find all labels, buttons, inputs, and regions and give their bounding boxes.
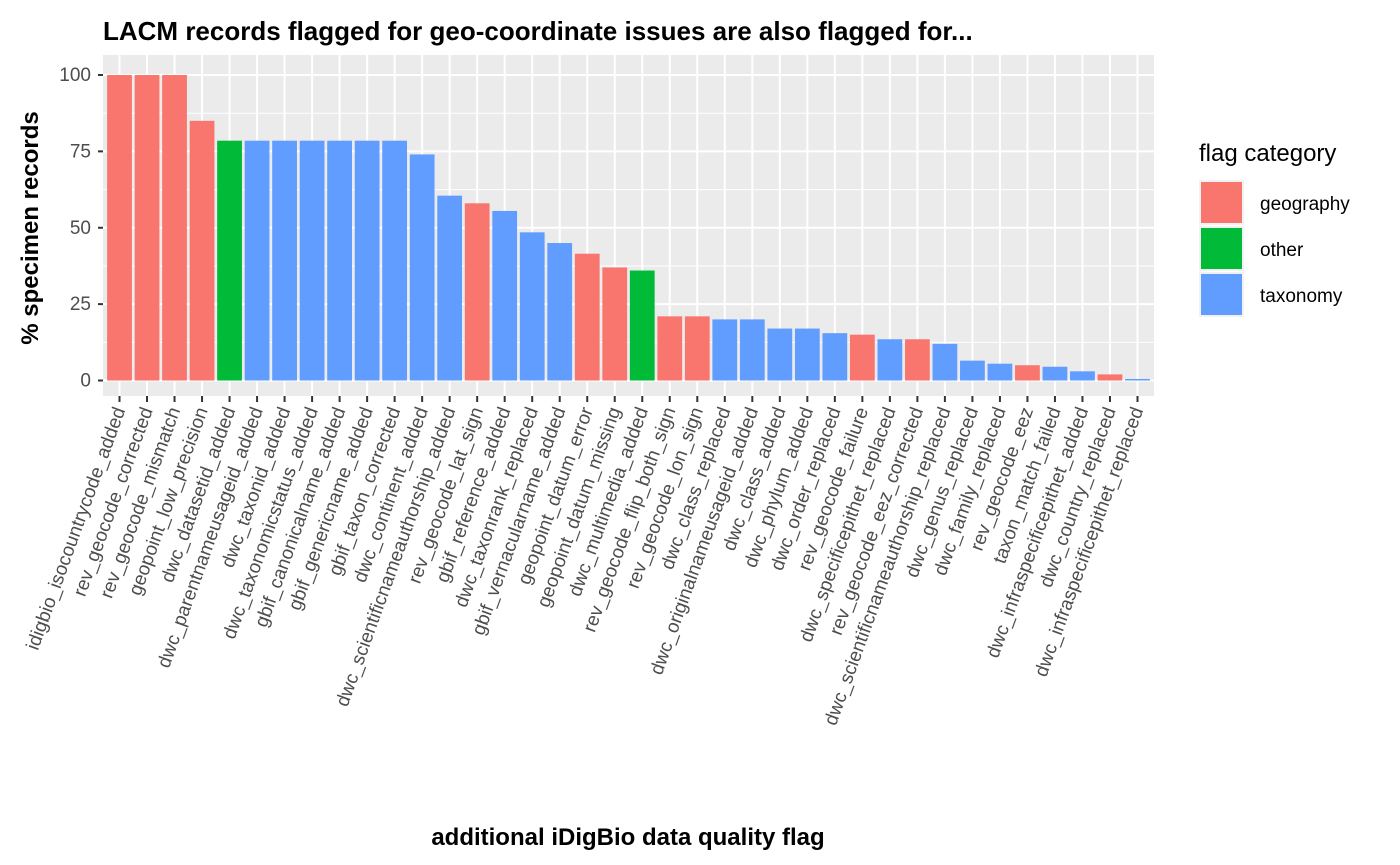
y-tick-label: 75 <box>70 141 91 162</box>
y-axis: 0 25 50 75 100 <box>59 65 103 392</box>
bar-series <box>107 75 1150 381</box>
bar <box>794 328 820 381</box>
bar <box>244 140 270 381</box>
bar <box>1125 378 1150 381</box>
bar <box>1097 374 1123 381</box>
bar <box>217 140 242 381</box>
legend-swatch-other <box>1201 228 1242 269</box>
bar <box>849 334 875 381</box>
bar <box>382 140 408 381</box>
chart-title: LACM records flagged for geo-coordinate … <box>103 16 973 46</box>
y-axis-label: % specimen records <box>17 111 44 344</box>
legend-swatch-taxonomy <box>1201 274 1242 315</box>
x-axis-label: additional iDigBio data quality flag <box>431 824 824 851</box>
y-tick-label: 100 <box>59 65 91 86</box>
bar <box>657 316 683 381</box>
bar <box>767 328 793 381</box>
bar <box>354 140 380 381</box>
legend-label-other: other <box>1260 240 1304 261</box>
x-axis: idigbio_isocountrycode_addedrev_geocode_… <box>23 396 1148 728</box>
bar <box>299 140 325 381</box>
bar <box>464 203 490 381</box>
bar <box>960 360 985 381</box>
bar <box>1015 365 1040 381</box>
bar <box>272 140 297 381</box>
legend: flag category geography other taxonomy <box>1199 140 1350 317</box>
legend-title: flag category <box>1199 140 1336 167</box>
bar <box>629 270 655 381</box>
y-tick-label: 0 <box>80 371 91 392</box>
bar <box>409 154 435 381</box>
bar <box>162 75 187 381</box>
legend-swatch-geography <box>1201 182 1242 223</box>
bar <box>684 316 710 381</box>
bar <box>712 319 738 381</box>
bar <box>877 339 903 381</box>
bar <box>822 333 848 381</box>
bar <box>327 140 352 381</box>
bar <box>739 319 765 381</box>
bar <box>519 232 545 381</box>
bar <box>437 195 463 381</box>
legend-label-taxonomy: taxonomy <box>1260 286 1343 307</box>
bar <box>1042 366 1068 381</box>
bar <box>492 210 518 381</box>
bar <box>987 363 1013 381</box>
y-tick-label: 50 <box>70 218 91 239</box>
bar <box>574 253 600 381</box>
bar <box>905 339 930 381</box>
bar <box>932 343 958 381</box>
bar <box>1070 371 1095 381</box>
bar <box>602 267 628 381</box>
bar <box>547 243 573 381</box>
legend-label-geography: geography <box>1260 194 1350 215</box>
bar <box>134 75 160 381</box>
bar <box>189 120 215 381</box>
bar <box>107 75 132 381</box>
y-tick-label: 25 <box>70 294 91 315</box>
